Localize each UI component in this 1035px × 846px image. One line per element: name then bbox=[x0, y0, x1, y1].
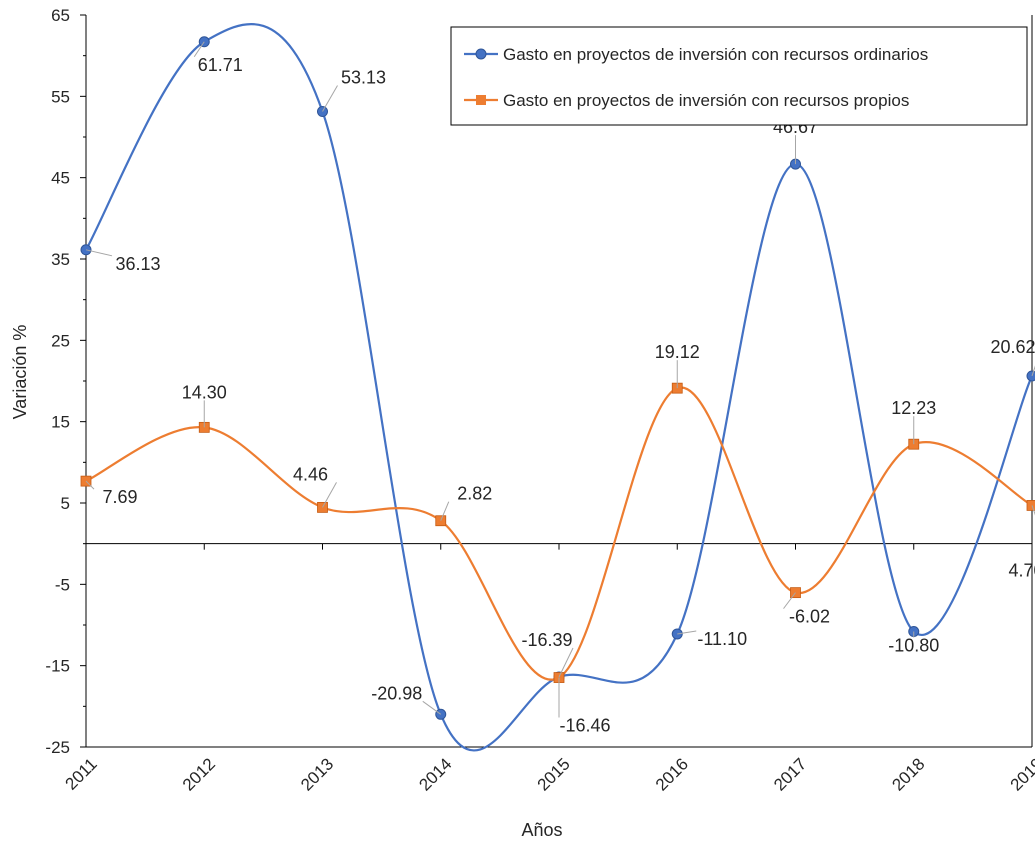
data-label: -20.98 bbox=[371, 683, 422, 703]
x-tick-label: 2012 bbox=[179, 754, 219, 794]
data-label-leader bbox=[1031, 365, 1035, 377]
data-label: 7.69 bbox=[102, 487, 137, 507]
data-label: 4.70 bbox=[1008, 560, 1035, 580]
data-label: 61.71 bbox=[198, 55, 243, 75]
x-tick-label: 2019 bbox=[1007, 754, 1035, 794]
data-label: -6.02 bbox=[789, 607, 830, 627]
data-label: 2.82 bbox=[457, 484, 492, 504]
series-markers bbox=[80, 36, 1035, 720]
legend: Gasto en proyectos de inversión con recu… bbox=[450, 26, 1028, 126]
y-tick-label: -5 bbox=[55, 575, 70, 594]
y-tick-label: 65 bbox=[51, 6, 70, 25]
y-tick-label: -25 bbox=[45, 738, 70, 757]
data-label-leader bbox=[677, 630, 697, 635]
legend-marker-2 bbox=[476, 95, 486, 105]
y-tick-label: 5 bbox=[61, 494, 70, 513]
data-point-marker bbox=[1026, 370, 1035, 382]
data-label: 19.12 bbox=[655, 342, 700, 362]
series-line-1 bbox=[85, 22, 1033, 752]
x-tick-label: 2011 bbox=[62, 754, 101, 793]
data-label: -16.39 bbox=[521, 630, 572, 650]
data-point-marker bbox=[1026, 500, 1035, 511]
data-label: 20.62 bbox=[990, 337, 1035, 357]
data-label-leader bbox=[85, 480, 95, 490]
legend-box bbox=[450, 26, 1028, 126]
y-tick-label: 15 bbox=[51, 413, 70, 432]
legend-label-2: Gasto en proyectos de inversión con recu… bbox=[503, 91, 909, 110]
data-label: 53.13 bbox=[341, 68, 386, 88]
x-tick-label: 2017 bbox=[770, 754, 810, 794]
data-label-leader bbox=[783, 592, 796, 609]
data-label-leader bbox=[85, 249, 113, 257]
data-label-leader bbox=[558, 647, 574, 678]
data-label: 12.23 bbox=[891, 398, 936, 418]
data-label: -10.80 bbox=[888, 636, 939, 656]
x-tick-label: 2015 bbox=[534, 754, 574, 794]
x-tick-label: 2018 bbox=[888, 754, 928, 794]
x-tick-label: 2016 bbox=[652, 754, 692, 794]
x-tick-label: 2013 bbox=[297, 754, 337, 794]
data-label: 14.30 bbox=[182, 382, 227, 402]
data-label-leader bbox=[322, 85, 338, 112]
data-label-leader bbox=[322, 482, 337, 508]
legend-label-1: Gasto en proyectos de inversión con recu… bbox=[503, 45, 928, 64]
legend-marker-1 bbox=[475, 48, 487, 60]
data-label-leader bbox=[422, 700, 442, 715]
y-tick-label: 55 bbox=[51, 87, 70, 106]
y-tick-label: -15 bbox=[45, 657, 70, 676]
series-lines bbox=[85, 22, 1033, 752]
y-tick-label: 45 bbox=[51, 169, 70, 188]
data-label-leader bbox=[193, 41, 205, 58]
x-axis-title: Años bbox=[521, 820, 562, 840]
data-label: 36.13 bbox=[115, 254, 160, 274]
y-tick-label: 25 bbox=[51, 331, 70, 350]
y-axis-title: Variación % bbox=[10, 325, 30, 420]
data-label: 4.46 bbox=[293, 464, 328, 484]
data-label: -11.10 bbox=[697, 629, 747, 649]
y-tick-label: 35 bbox=[51, 250, 70, 269]
data-label-leader bbox=[440, 501, 450, 521]
x-tick-label: 2014 bbox=[415, 754, 455, 794]
series-line-2 bbox=[85, 386, 1033, 681]
data-label: -16.46 bbox=[559, 716, 610, 736]
